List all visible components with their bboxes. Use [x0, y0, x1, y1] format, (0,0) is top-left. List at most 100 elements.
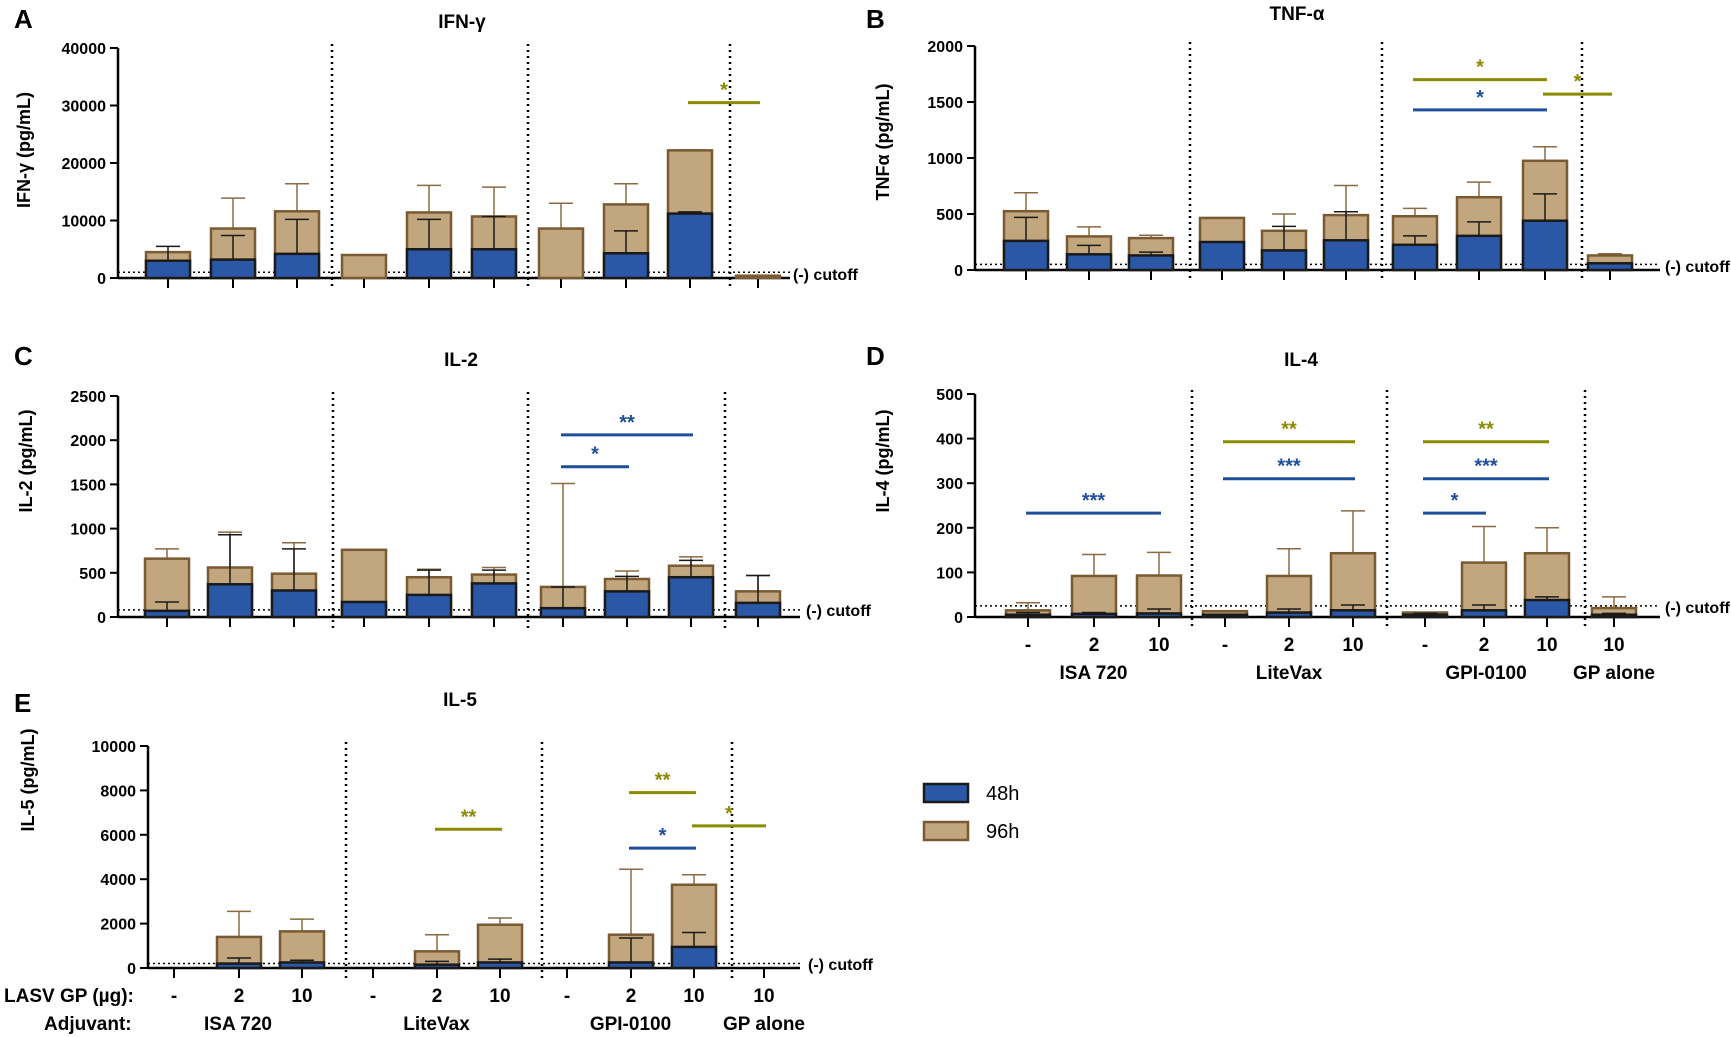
panel-e-cutoff-label: (-) cutoff [808, 957, 874, 974]
panel-e-dose-label: 2 [626, 986, 637, 1007]
panel-e-bar-48h [670, 945, 718, 970]
panel-c-bar-48h [405, 593, 453, 619]
panel-e-ytick-label: 6000 [100, 828, 136, 845]
panel-e-ytick-label: 4000 [100, 872, 136, 889]
panel-d-significance-label: ** [1281, 419, 1297, 441]
panel-b-ytick-label: 0 [954, 263, 963, 280]
panel-d-dose-label: 2 [1089, 635, 1100, 656]
panel-b-plot: 0 500 1000 1500 2000 * * * [927, 39, 1660, 282]
legend-swatch-96h [922, 820, 970, 842]
panel-d-bar-48h [1201, 613, 1249, 619]
panel-a-ylabel: IFN-γ (pg/mL) [14, 92, 34, 208]
panel-a-bar-48h [666, 212, 714, 280]
panel-d-dose-label: - [1025, 635, 1031, 656]
panel-d-ytick-label: 100 [936, 565, 963, 582]
panel-d-bar-48h [1265, 611, 1313, 619]
panel-d-bar-48h [1590, 613, 1638, 619]
panel-a-ytick-label: 20000 [62, 156, 107, 173]
panel-e-ytick-label: 0 [127, 961, 136, 978]
panel-e-dose-label: 10 [489, 986, 510, 1007]
panel-b-bar-48h [1127, 254, 1175, 272]
panel-b-bar-48h [1455, 234, 1503, 272]
panel-a-bar-48h [602, 252, 650, 280]
panel-e-adjuvant-label: GPI-0100 [590, 1014, 671, 1035]
panel-a-bar-48h [144, 259, 192, 280]
panel-e-ytick-label: 10000 [92, 739, 137, 756]
panel-d-ytick-label: 0 [954, 610, 963, 627]
panel-b-significance-label: * [1574, 71, 1582, 93]
panel-e-significance-label: ** [461, 806, 477, 828]
panel-e-ytick-label: 2000 [100, 917, 136, 934]
panel-b-bar-48h [1002, 239, 1050, 272]
panel-b-ytick-label: 2000 [927, 39, 963, 56]
panel-b-ytick-label: 500 [936, 207, 963, 224]
panel-e-ytick-label: 8000 [100, 783, 136, 800]
panel-d-significance-label: *** [1082, 490, 1106, 512]
panel-d-significance-label: *** [1474, 456, 1498, 478]
panel-c-cutoff-label: (-) cutoff [806, 603, 872, 620]
panel-a-bar-48h [470, 248, 518, 280]
panel-a-ytick-label: 0 [97, 271, 106, 288]
panel-d-significance-label: * [1451, 490, 1459, 512]
panel-c-significance-label: * [591, 444, 599, 466]
panel-c-ytick-label: 0 [97, 610, 106, 627]
panel-a-ytick-label: 10000 [62, 214, 107, 231]
panel-c-bar-48h [340, 600, 388, 619]
panel-e-dose-label: 2 [234, 986, 245, 1007]
panel-e-adjuvant-label: LiteVax [403, 1014, 470, 1035]
panel-letter-c: C [14, 341, 33, 371]
panel-b-bar-48h [1198, 240, 1246, 272]
panel-d-ytick-label: 400 [936, 432, 963, 449]
panel-b-significance-label: * [1476, 57, 1484, 79]
panel-d-bar-48h [1460, 609, 1508, 619]
panel-e-bar-48h [413, 963, 461, 970]
panel-a-bar-48h [209, 258, 257, 280]
panel-e-significance-label: ** [655, 770, 671, 792]
panel-d-plot: 0 100 200 300 400 500 - 2 10 - 2 10 - 2 10 10 ISA 720 Lit… [936, 387, 1660, 684]
legend-label-48h: 48h [986, 783, 1019, 805]
panel-c-ytick-label: 2000 [70, 433, 106, 450]
panel-a-ytick-label: 40000 [62, 41, 107, 58]
legend-label-96h: 96h [986, 821, 1019, 843]
panel-e-significance-label: * [725, 803, 733, 825]
panel-d-ylabel: IL-4 (pg/mL) [873, 410, 893, 513]
panel-d-dose-label: 10 [1342, 635, 1363, 656]
panel-d-ytick-label: 500 [936, 387, 963, 404]
panel-e-bar-48h [215, 962, 263, 970]
panel-e-bar-48h [476, 961, 524, 970]
panel-a-bar-96h [340, 253, 388, 280]
panel-a-bar-96h [537, 227, 585, 280]
panel-d-adjuvant-label: GPI-0100 [1445, 663, 1526, 684]
panel-b-bar-48h [1521, 219, 1569, 272]
panel-b-significance-label: * [1476, 87, 1484, 109]
panel-e-title: IL-5 [443, 690, 477, 711]
panel-a-bar-96h [734, 274, 782, 280]
panel-a-title: IFN-γ [438, 12, 486, 33]
panel-letter-a: A [14, 4, 33, 34]
panel-d-bar-48h [1004, 613, 1052, 619]
panel-a-significance-label: * [720, 80, 728, 102]
panel-letter-e: E [14, 688, 31, 718]
panel-a-bar-48h [273, 252, 321, 280]
panel-c-bar-48h [270, 589, 318, 619]
panel-e-adjuvant-label: ISA 720 [204, 1014, 272, 1035]
panel-e-ylabel: IL-5 (pg/mL) [18, 729, 38, 832]
panel-b-cutoff-label: (-) cutoff [1665, 259, 1731, 276]
panel-b-bar-48h [1586, 262, 1634, 272]
panel-letter-d: D [866, 341, 885, 371]
panel-b-ytick-label: 1000 [927, 151, 963, 168]
panel-a-bar-48h [405, 248, 453, 280]
panel-a-ytick-label: 30000 [62, 99, 107, 116]
panel-d-significance-label: *** [1277, 456, 1301, 478]
panel-e-bar-48h [607, 961, 655, 970]
panel-c-ytick-label: 2500 [70, 389, 106, 406]
panel-d-bar-48h [1523, 598, 1571, 619]
panel-a-cutoff-label: (-) cutoff [793, 267, 859, 284]
panel-d-cutoff-label: (-) cutoff [1665, 600, 1731, 617]
panel-d-ytick-label: 200 [936, 521, 963, 538]
panel-c-bar-48h [470, 582, 518, 619]
panel-e-dose-label: 10 [753, 986, 774, 1007]
panel-e-dose-label: 10 [683, 986, 704, 1007]
panel-a-plot: 0 10000 20000 30000 40000 * [62, 41, 790, 290]
